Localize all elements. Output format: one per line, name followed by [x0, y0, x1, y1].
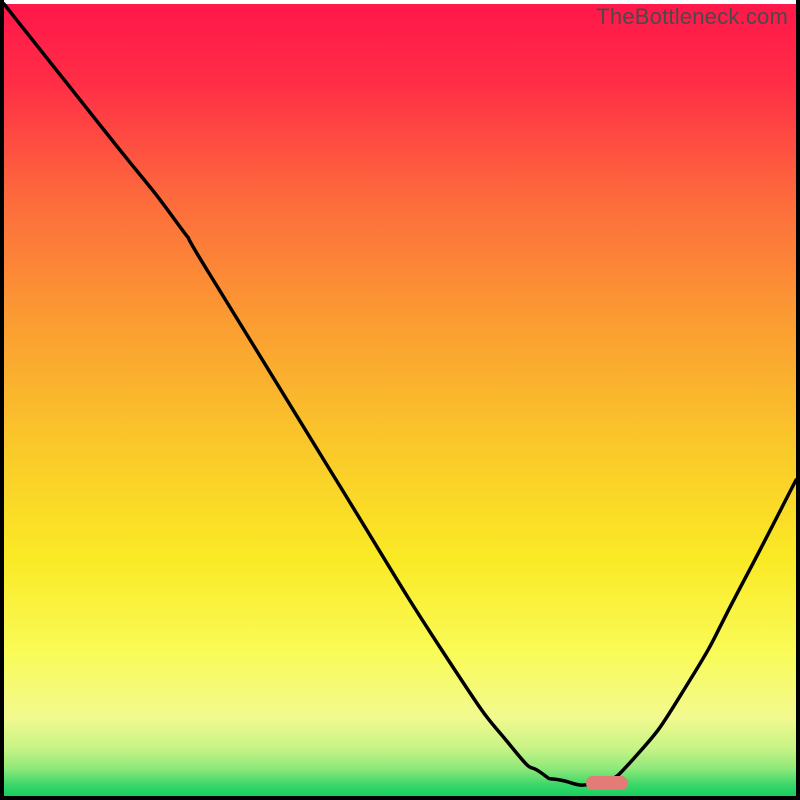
- bottleneck-chart: TheBottleneck.com: [0, 0, 800, 800]
- watermark-text: TheBottleneck.com: [596, 4, 788, 30]
- chart-background-gradient: [4, 4, 796, 796]
